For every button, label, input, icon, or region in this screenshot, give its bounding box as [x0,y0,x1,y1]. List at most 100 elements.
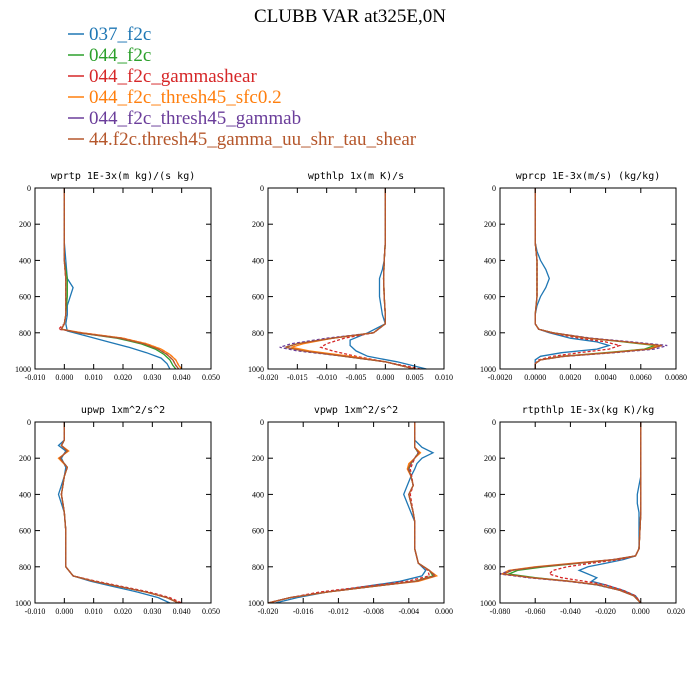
y-tick-label: 800 [484,329,496,338]
x-tick-label: -0.010 [316,373,337,382]
x-tick-label: -0.080 [490,607,511,616]
x-tick-label: -0.015 [287,373,308,382]
series-line-3 [534,188,622,369]
y-tick-label: 400 [252,490,264,499]
x-tick-label: -0.005 [346,373,367,382]
plot-frame [499,421,677,604]
series-line-6 [534,188,663,369]
plot-frame [267,421,445,604]
legend-label: 044_f2c_thresh45_sfc0.2 [89,87,282,108]
y-tick-label: 200 [252,220,264,229]
series-line-3 [267,422,431,604]
y-tick-label: 200 [252,454,264,463]
x-tick-label: 0.0060 [630,373,652,382]
y-tick-label: 0 [260,418,264,427]
y-tick-label: 0 [27,418,31,427]
plot-frame [499,187,677,370]
series-line-2 [59,422,179,604]
series-line-1 [349,188,427,370]
panel-5: vpwp 1xm^2/s^2 -0.020 -0.016 -0.012 -0.008 -0… [248,405,453,616]
legend-label: 044_f2c [89,45,151,66]
y-tick-label: 1000 [248,599,264,608]
figure-title: CLUBB VAR at325E,0N [254,6,446,27]
x-tick-label: 0.000 [55,373,73,382]
plot-frame [34,187,212,370]
x-tick-label: 0.040 [173,607,191,616]
y-tick-label: 600 [19,293,31,302]
x-tick-label: 0.010 [85,373,103,382]
x-tick-label: 0.020 [667,607,685,616]
y-tick-label: 200 [19,454,31,463]
x-tick-label: -0.0020 [488,373,513,382]
legend: 037_f2c044_f2c044_f2c_gammashear044_f2c_… [68,24,417,150]
series-line-1 [275,422,435,604]
x-tick-label: -0.010 [25,373,46,382]
x-tick-label: 0.040 [173,373,191,382]
x-tick-label: 0.0000 [524,373,546,382]
y-tick-label: 400 [484,256,496,265]
series-line-3 [319,188,421,370]
series-line-5 [267,422,437,604]
y-tick-label: 600 [19,527,31,536]
panel-1: wprtp 1E-3x(m kg)/(s kg) -0.010 0.000 0.010… [15,171,220,382]
panel-title: upwp 1xm^2/s^2 [81,405,165,416]
y-tick-label: 0 [260,184,264,193]
y-tick-label: 200 [484,454,496,463]
plot-frame [267,187,445,370]
series-line-5 [279,188,415,370]
series-line-1 [57,422,171,604]
y-tick-label: 600 [252,527,264,536]
panel-title: wpthlp 1x(m K)/s [308,171,404,182]
y-tick-label: 400 [19,256,31,265]
series-line-6 [59,422,179,604]
x-tick-label: -0.020 [258,607,279,616]
y-tick-label: 200 [19,220,31,229]
x-tick-label: 0.000 [376,373,394,382]
legend-label: 037_f2c [89,24,151,45]
x-tick-label: -0.016 [293,607,314,616]
panel-6: rtpthlp 1E-3x(kg K)/kg -0.080 -0.060 -0.040… [480,405,685,616]
x-tick-label: 0.020 [114,607,132,616]
series-line-5 [59,422,179,604]
x-tick-label: 0.030 [143,607,161,616]
x-tick-label: 0.030 [143,373,161,382]
x-tick-label: -0.060 [525,607,546,616]
x-tick-label: -0.020 [595,607,616,616]
series-line-2 [267,422,435,604]
panel-3: wprcp 1E-3x(m/s) (kg/kg) -0.0020 0.0000 0.0… [480,171,687,382]
x-tick-label: 0.0080 [665,373,687,382]
y-tick-label: 0 [492,418,496,427]
panel-title: rtpthlp 1E-3x(kg K)/kg [522,405,654,416]
y-tick-label: 1000 [480,365,496,374]
y-tick-label: 600 [484,293,496,302]
x-tick-label: -0.010 [25,607,46,616]
y-tick-label: 1000 [248,365,264,374]
series-line-3 [59,422,182,604]
x-tick-label: 0.000 [55,607,73,616]
series-line-6 [267,422,436,604]
x-tick-label: 0.010 [85,607,103,616]
x-tick-label: 0.0040 [595,373,617,382]
x-tick-label: 0.020 [114,373,132,382]
y-tick-label: 800 [19,563,31,572]
y-tick-label: 0 [492,184,496,193]
series-line-3 [548,422,642,604]
series-line-1 [534,188,612,369]
y-tick-label: 800 [252,329,264,338]
y-tick-label: 1000 [15,365,31,374]
panel-4: upwp 1xm^2/s^2 -0.010 0.000 0.010 0.020 0.030… [15,405,220,616]
y-tick-label: 800 [252,563,264,572]
x-tick-label: 0.005 [406,373,424,382]
y-tick-label: 800 [484,563,496,572]
legend-label: 044_f2c_gammashear [89,66,257,87]
x-tick-label: -0.012 [328,607,349,616]
y-tick-label: 600 [252,293,264,302]
panel-2: wpthlp 1x(m K)/s -0.020 -0.015 -0.010 -0.005… [248,171,453,382]
x-tick-label: 0.050 [202,373,220,382]
x-tick-label: -0.040 [560,607,581,616]
legend-label: 044_f2c_thresh45_gammab [89,108,301,129]
x-tick-label: 0.000 [435,607,453,616]
series-line-4 [60,188,183,370]
series-line-4 [57,422,179,604]
